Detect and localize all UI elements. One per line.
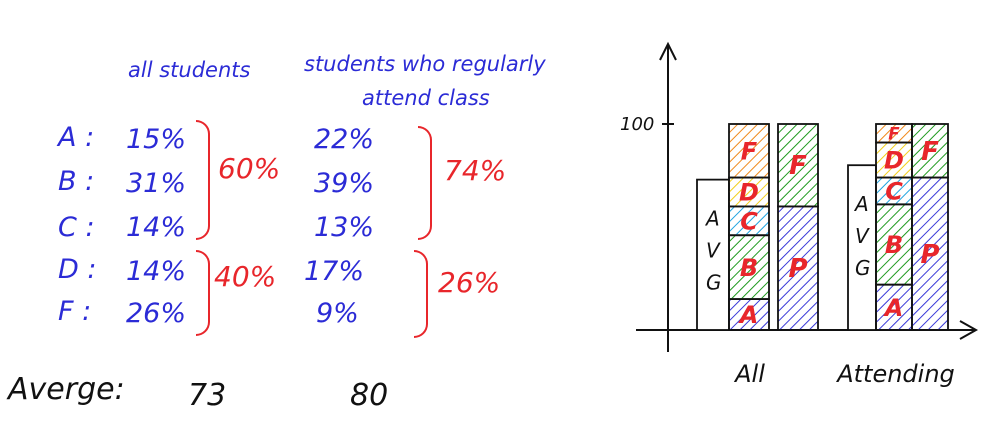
avg-letter-attending-1: V — [855, 224, 870, 248]
group-attending-pass: 74% — [444, 154, 507, 187]
grade-label-all-a: A — [738, 301, 759, 329]
chart-marks — [696, 123, 949, 331]
grade-label-all-c: C — [740, 207, 758, 235]
passfail-label-all-f: F — [789, 151, 807, 181]
grade-letter-d: D : — [58, 254, 97, 285]
grade-seg-all-c — [728, 205, 770, 237]
passfail-label-attending-p: P — [920, 240, 939, 270]
grade-letter-a: A : — [58, 122, 95, 153]
group-all-fail: 40% — [214, 260, 277, 293]
attending-pct-c: 13% — [314, 212, 375, 243]
average-all: 73 — [188, 378, 227, 413]
passfail-seg-all-f — [777, 123, 819, 208]
category-label-all: All — [733, 360, 765, 388]
y-tick-label: 100 — [620, 114, 654, 135]
grade-label-all-d: D — [739, 179, 759, 207]
grade-seg-attending-a — [875, 283, 913, 331]
grade-letter-c: C : — [58, 212, 95, 243]
grade-label-attending-a: A — [883, 294, 904, 322]
grade-letter-b: B : — [58, 166, 95, 197]
y-axis-arrow — [659, 41, 677, 61]
avg-letter-all-1: V — [706, 239, 721, 263]
all-pct-a: 15% — [126, 124, 187, 155]
grade-seg-attending-b — [875, 203, 913, 286]
avg-letter-attending-2: G — [855, 256, 871, 280]
all-pct-b: 31% — [126, 168, 187, 199]
avg-letter-all-0: A — [704, 207, 720, 231]
attending-pct-d: 17% — [304, 256, 365, 287]
header-attending-line2: attend class — [362, 86, 490, 110]
attending-pct-f: 9% — [316, 298, 359, 329]
all-pct-f: 26% — [126, 298, 187, 329]
avg-letter-attending-0: A — [853, 192, 869, 216]
group-attending-fail: 26% — [438, 266, 501, 299]
grade-seg-all-a — [728, 298, 770, 331]
x-axis-arrow — [959, 320, 979, 340]
grade-seg-all-d — [728, 176, 770, 208]
avg-letter-all-2: G — [706, 271, 722, 295]
average-attending: 80 — [350, 378, 389, 413]
attending-pct-a: 22% — [314, 124, 375, 155]
passfail-label-all-p: P — [788, 254, 807, 284]
passfail-label-attending-f: F — [921, 137, 939, 167]
grade-label-attending-c: C — [885, 178, 903, 206]
grade-label-all-b: B — [740, 254, 758, 282]
avg-bar-all — [696, 178, 730, 331]
average-label: Averge: — [8, 372, 125, 407]
passfail-seg-attending-f — [911, 123, 949, 179]
all-pct-d: 14% — [126, 256, 187, 287]
grade-letter-f: F : — [58, 296, 92, 327]
attending-pct-b: 39% — [314, 168, 375, 199]
category-label-attending: Attending — [835, 360, 955, 388]
grade-label-all-f: F — [741, 137, 758, 165]
grade-seg-all-b — [728, 234, 770, 301]
grade-seg-all-f — [728, 123, 770, 179]
header-attending-line1: students who regularly — [304, 52, 546, 76]
grade-seg-attending-c — [875, 176, 913, 206]
grade-label-attending-d: D — [884, 147, 904, 175]
all-pct-c: 14% — [126, 212, 187, 243]
group-all-pass: 60% — [218, 152, 281, 185]
grade-label-attending-f: F — [888, 124, 900, 143]
grade-label-attending-b: B — [885, 231, 903, 259]
header-all-students: all students — [128, 58, 251, 82]
